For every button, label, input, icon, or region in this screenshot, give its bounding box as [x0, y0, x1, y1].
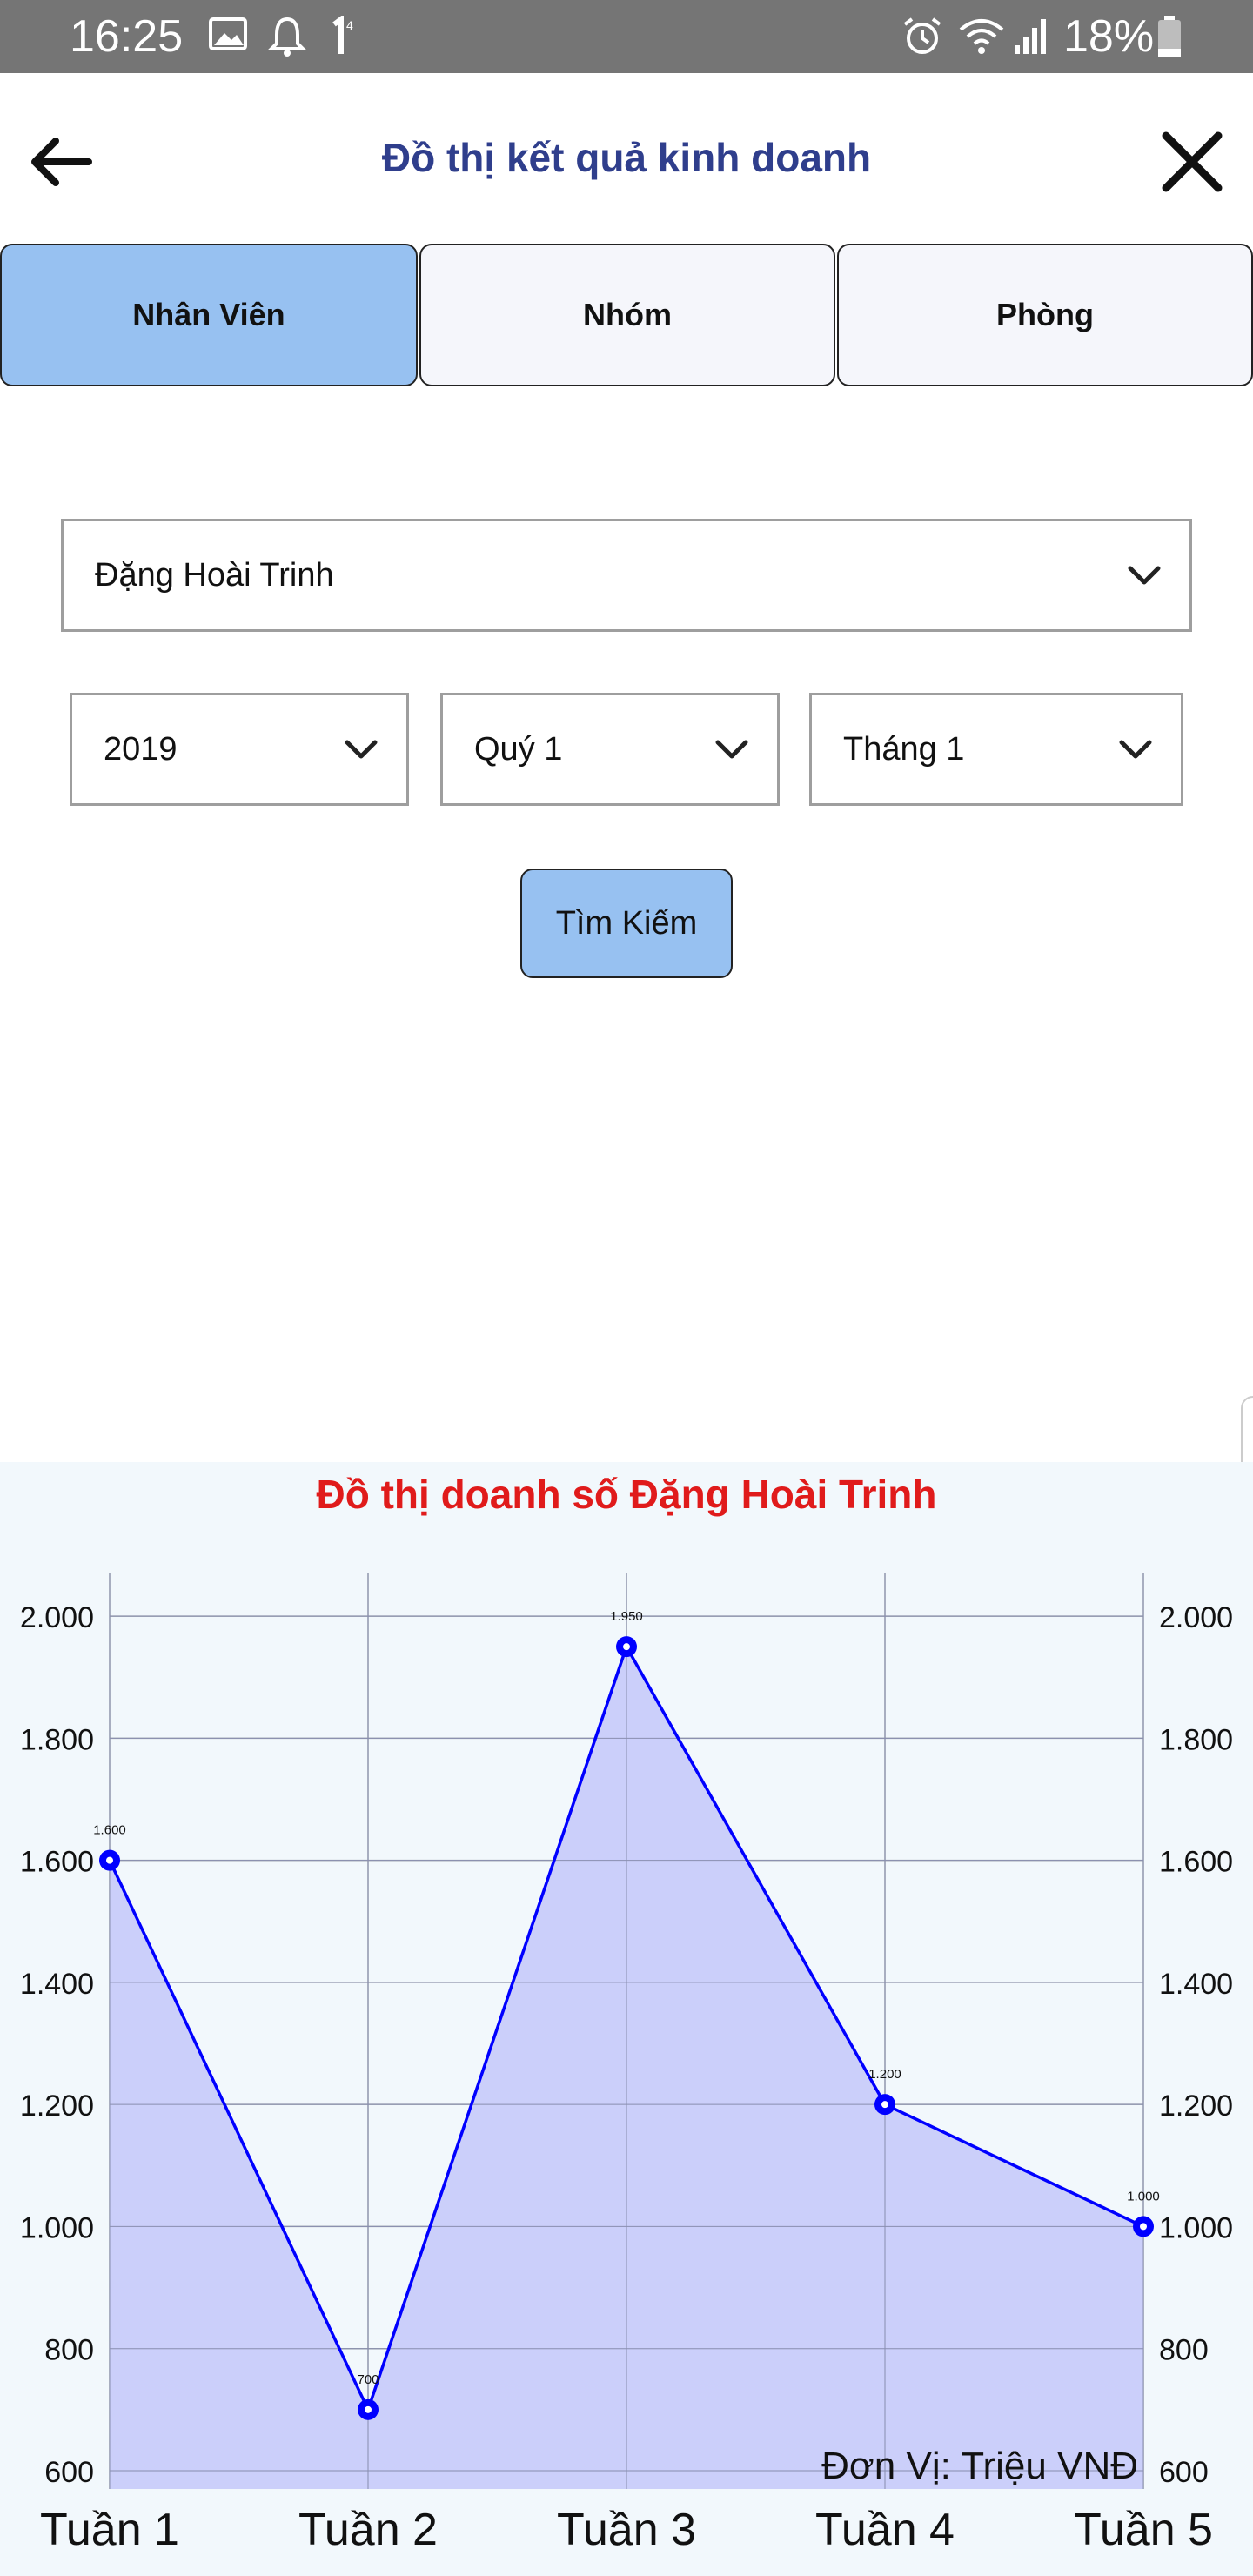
battery-icon — [1157, 16, 1182, 62]
app-header: Đồ thị kết quả kinh doanh — [0, 73, 1253, 244]
y-tick-label-left: 800 — [44, 2334, 94, 2367]
signal-icon — [1011, 16, 1049, 62]
wifi-icon — [957, 16, 1006, 62]
back-button[interactable] — [24, 125, 97, 198]
y-tick-label-left: 1.800 — [20, 1723, 94, 1756]
tab-phong[interactable]: Phòng — [837, 244, 1253, 386]
data-point-center — [1140, 2223, 1147, 2231]
year-select-value: 2019 — [104, 730, 178, 768]
y-tick-label-right: 1.200 — [1159, 2090, 1233, 2123]
chevron-down-icon — [1119, 740, 1152, 759]
image-icon — [209, 16, 247, 58]
svg-text:4: 4 — [346, 18, 353, 32]
y-tick-label-left: 1.600 — [20, 1846, 94, 1879]
page-title: Đồ thị kết quả kinh doanh — [381, 135, 872, 180]
x-tick-label: Tuần 3 — [557, 2505, 696, 2555]
month-select[interactable]: Tháng 1 — [809, 693, 1183, 806]
data-label: 1.600 — [93, 1823, 126, 1838]
chart-title: Đồ thị doanh số Đặng Hoài Trinh — [316, 1472, 937, 1517]
employee-select-value: Đặng Hoài Trinh — [95, 556, 334, 594]
sales-chart: 600 600 800 800 1.000 1.000 1.200 1.200 1.400 1.4… — [20, 1573, 1233, 2555]
chevron-down-icon — [345, 740, 378, 759]
y-tick-label-left: 1.200 — [20, 2090, 94, 2123]
data-label: 1.950 — [610, 1609, 643, 1624]
data-label: 1.000 — [1127, 2189, 1160, 2204]
close-button[interactable] — [1154, 124, 1230, 200]
month-select-value: Tháng 1 — [843, 730, 965, 768]
year-select[interactable]: 2019 — [70, 693, 409, 806]
alarm-icon — [901, 16, 943, 62]
tab-nhom[interactable]: Nhóm — [419, 244, 835, 386]
employee-select[interactable]: Đặng Hoài Trinh — [61, 519, 1192, 632]
data-point-center — [881, 2101, 888, 2109]
scope-tabs: Nhân Viên Nhóm Phòng — [0, 244, 1253, 390]
y-tick-label-right: 1.400 — [1159, 1968, 1233, 2001]
status-time: 16:25 — [70, 11, 184, 62]
y-tick-label-right: 600 — [1159, 2456, 1209, 2489]
x-tick-label: Tuần 4 — [815, 2505, 955, 2555]
data-label: 1.200 — [868, 2067, 901, 2082]
tab-nhan-vien[interactable]: Nhân Viên — [0, 244, 418, 386]
search-button[interactable]: Tìm Kiếm — [520, 869, 733, 978]
data-label: 700 — [357, 2372, 379, 2387]
data-point-center — [106, 1856, 113, 1864]
battery-percent: 18% — [1063, 11, 1155, 62]
y-tick-label-left: 2.000 — [20, 1601, 94, 1634]
unit-label: Đơn Vị: Triệu VNĐ — [821, 2445, 1138, 2487]
y-tick-label-right: 2.000 — [1159, 1601, 1233, 1634]
y-tick-label-left: 1.400 — [20, 1968, 94, 2001]
x-tick-label: Tuần 2 — [298, 2505, 438, 2555]
x-tick-label: Tuần 1 — [40, 2505, 179, 2555]
chevron-down-icon — [715, 740, 748, 759]
bell-icon — [267, 16, 307, 62]
arrow-left-icon — [31, 138, 92, 186]
x-tick-label: Tuần 5 — [1074, 2505, 1213, 2555]
sim-one-icon: 4 — [325, 14, 360, 62]
y-tick-label-right: 1.800 — [1159, 1723, 1233, 1756]
chevron-down-icon — [1128, 566, 1161, 585]
quarter-select-value: Quý 1 — [474, 730, 563, 768]
y-tick-label-left: 600 — [44, 2456, 94, 2489]
data-point-center — [365, 2405, 372, 2413]
quarter-select[interactable]: Quý 1 — [440, 693, 780, 806]
y-tick-label-right: 1.000 — [1159, 2211, 1233, 2244]
y-tick-label-left: 1.000 — [20, 2211, 94, 2244]
y-tick-label-right: 1.600 — [1159, 1846, 1233, 1879]
y-tick-label-right: 800 — [1159, 2334, 1209, 2367]
data-point-center — [623, 1643, 630, 1651]
close-icon — [1162, 131, 1223, 192]
status-bar: 16:25 4 18% — [0, 0, 1253, 73]
